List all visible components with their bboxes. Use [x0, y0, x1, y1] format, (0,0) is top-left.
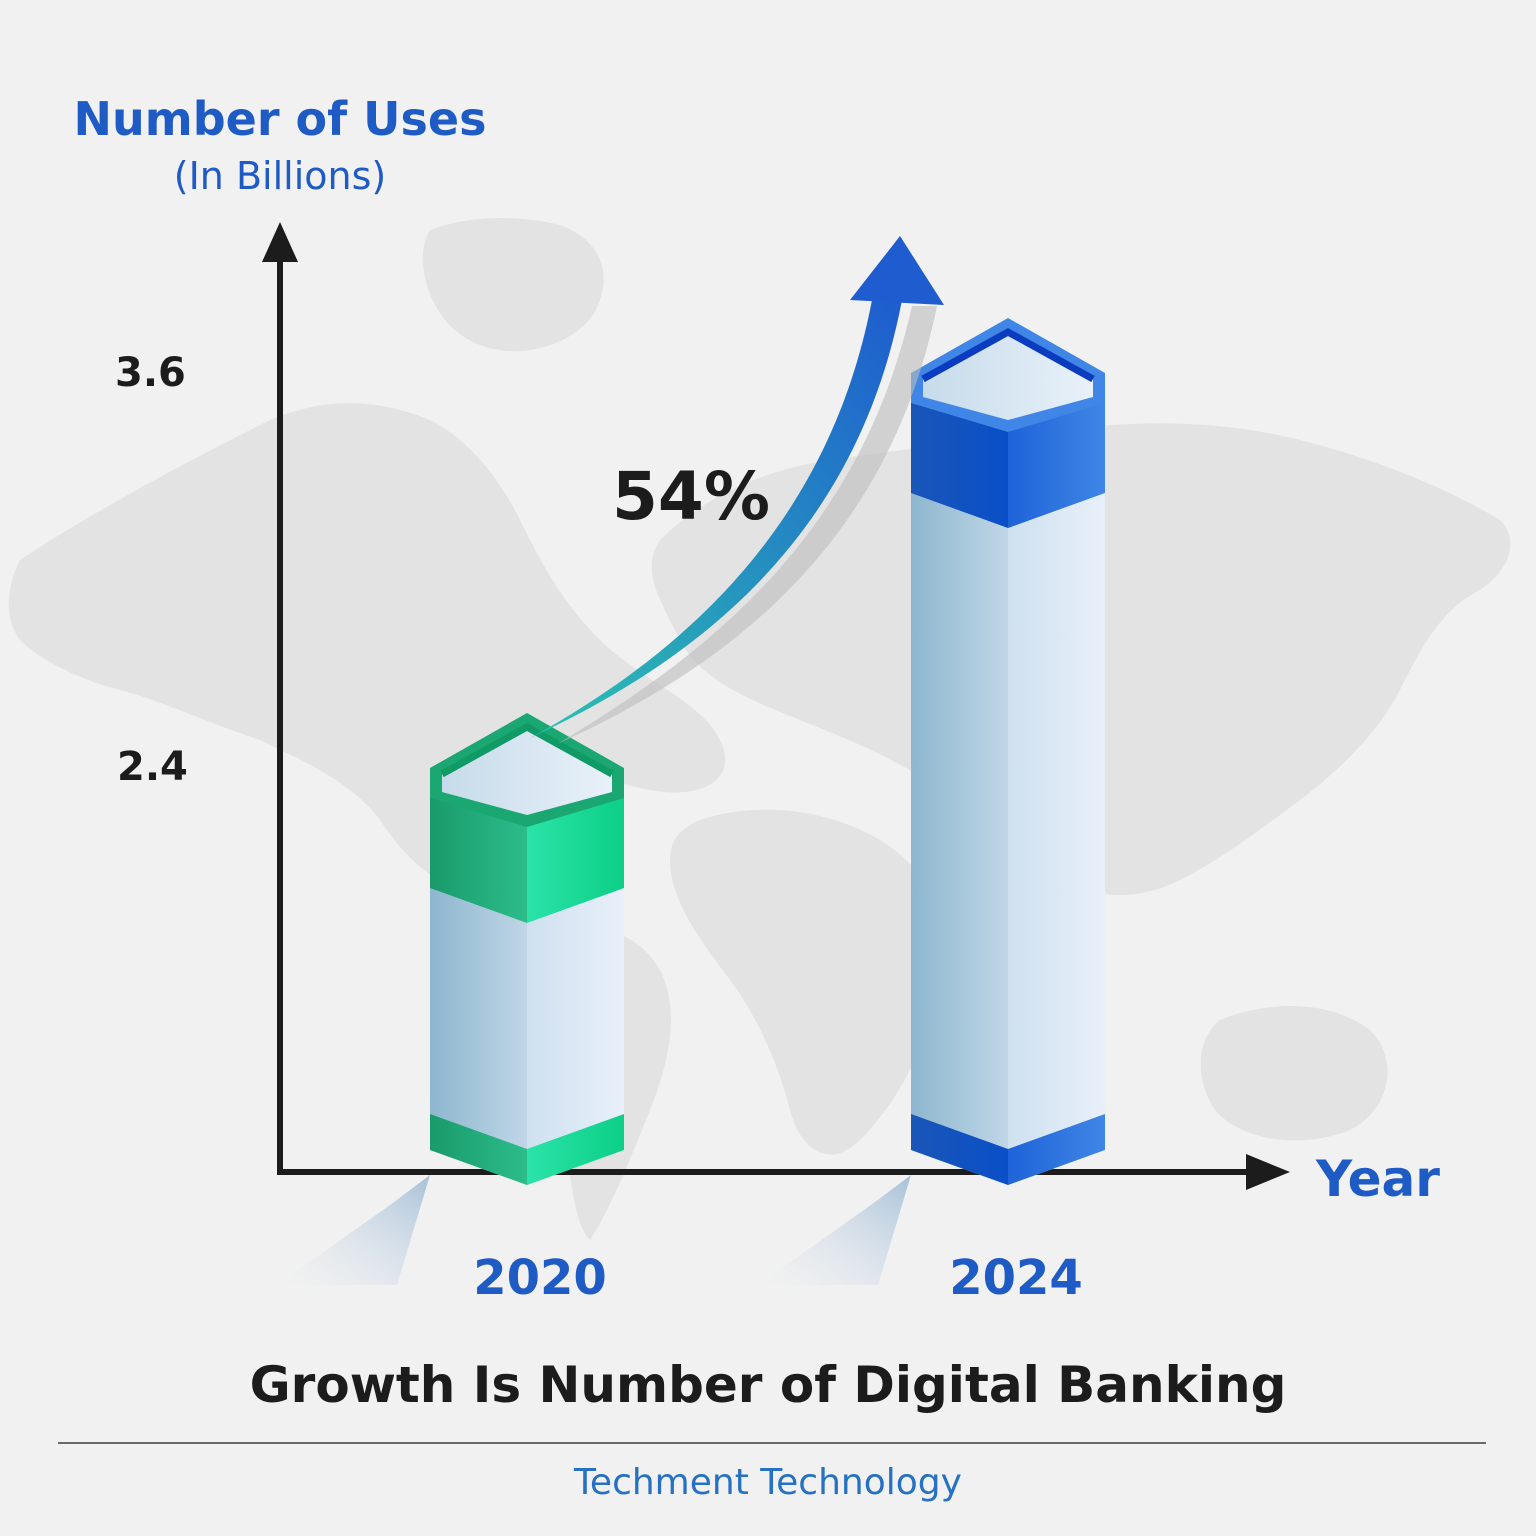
footer-divider — [58, 1442, 1486, 1444]
x-axis-label: Year — [1316, 1150, 1440, 1208]
y-axis-unit: (In Billions) — [173, 154, 387, 198]
bar-base-right — [527, 1114, 624, 1185]
bar-top-edge — [921, 328, 1095, 383]
x-tick-label: 2020 — [473, 1250, 607, 1306]
growth-arrowhead — [850, 236, 944, 305]
bar-top-face — [442, 727, 612, 815]
bar-shadow — [277, 1175, 430, 1285]
growth-arrow — [530, 236, 944, 744]
chart-title: Growth Is Number of Digital Banking — [249, 1356, 1287, 1414]
bar-base-left — [911, 1114, 1008, 1185]
y-axis-arrowhead — [262, 222, 298, 262]
x-axis-arrowhead — [1246, 1154, 1290, 1190]
world-map-background — [8, 218, 1511, 1240]
bar-2024 — [758, 318, 1105, 1285]
bar-base-left — [430, 1114, 527, 1185]
bar-2020 — [277, 713, 624, 1285]
bar-body-left — [911, 375, 1008, 1185]
brand-name: Techment Technology — [574, 1462, 962, 1503]
bar-shadow — [758, 1175, 911, 1285]
y-tick-label: 3.6 — [115, 350, 186, 396]
bar-base-right — [1008, 1114, 1105, 1185]
x-tick-label: 2024 — [949, 1250, 1083, 1306]
y-axis-label: Number of Uses — [73, 92, 487, 146]
y-tick-label: 2.4 — [117, 744, 188, 790]
bar-top-edge — [440, 723, 614, 778]
growth-arrow-shaft — [530, 300, 902, 738]
growth-annotation: 54% — [612, 458, 770, 535]
bar-top-face — [923, 332, 1093, 420]
bar-body-right — [1008, 375, 1105, 1185]
